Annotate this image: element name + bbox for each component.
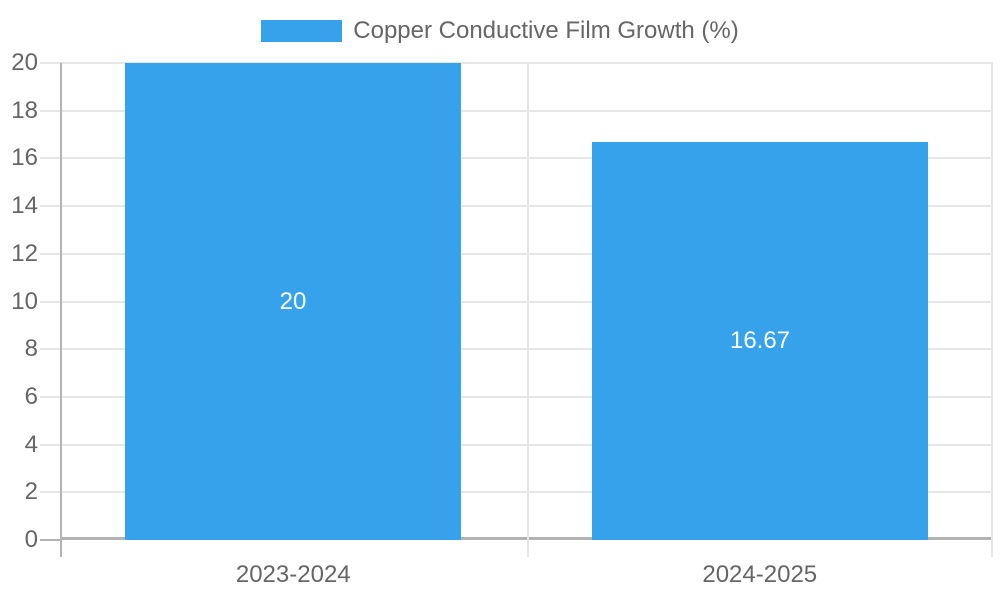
gridline-h [60, 62, 993, 64]
gridline-h [60, 253, 993, 255]
gridline-h [60, 491, 993, 493]
gridline-h [60, 205, 993, 207]
y-axis-line [60, 63, 62, 557]
y-tick-label: 20 [11, 49, 38, 76]
y-axis-tick [40, 205, 60, 207]
y-tick-label: 12 [11, 240, 38, 267]
gridline-h [60, 348, 993, 350]
y-tick-label: 2 [24, 478, 38, 505]
y-tick-label: 4 [24, 431, 38, 458]
y-tick-label: 10 [11, 288, 38, 315]
y-axis-tick [40, 444, 60, 446]
y-axis-tick [40, 62, 60, 64]
y-axis-tick [40, 157, 60, 159]
y-tick-label: 14 [11, 192, 38, 219]
y-tick-label: 8 [24, 335, 38, 362]
y-axis-tick [40, 348, 60, 350]
y-axis-tick [40, 491, 60, 493]
x-tick-label: 2024-2025 [702, 561, 818, 588]
y-axis-tick [40, 396, 60, 398]
x-axis-line [60, 537, 993, 540]
gridline-h [60, 444, 993, 446]
y-tick-label: 0 [24, 526, 38, 553]
gridline-h [60, 301, 993, 303]
plot-area: 20 16.67 [60, 62, 993, 557]
y-tick-label: 6 [24, 383, 38, 410]
y-axis-tick [40, 301, 60, 303]
gridline-h [60, 396, 993, 398]
gridline-v [527, 63, 529, 557]
y-tick-label: 18 [11, 97, 38, 124]
y-axis-tick [40, 253, 60, 255]
gridline-h [60, 157, 993, 159]
bar[interactable]: 20 [125, 63, 461, 540]
x-tick-label: 2023-2024 [235, 561, 351, 588]
chart-legend[interactable]: Copper Conductive Film Growth (%) [0, 17, 1000, 45]
y-axis-tick [40, 110, 60, 112]
bar-value-label: 20 [279, 287, 307, 315]
legend-label: Copper Conductive Film Growth (%) [353, 17, 739, 44]
gridline-v [991, 63, 993, 557]
gridline-h [60, 110, 993, 112]
bar-value-label: 16.67 [729, 327, 791, 354]
y-tick-label: 16 [11, 144, 38, 171]
bar[interactable]: 16.67 [592, 142, 928, 540]
y-axis-tick [40, 539, 60, 541]
legend-swatch-icon [261, 20, 343, 42]
